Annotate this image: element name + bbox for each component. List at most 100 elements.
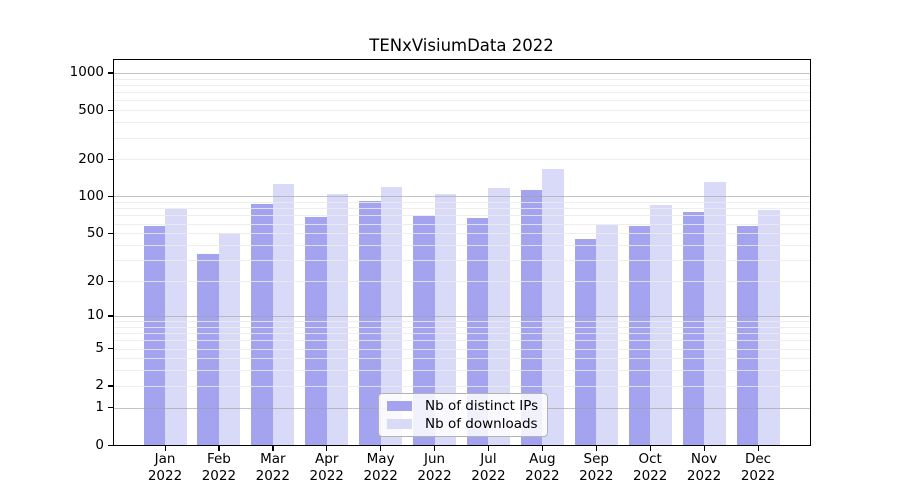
legend-item-distinct-ips: Nb of distinct IPs — [387, 398, 547, 414]
minor-gridline-900 — [113, 78, 810, 80]
x-tick-year: 2022 — [255, 467, 290, 484]
x-tick-mark-feb — [218, 446, 220, 451]
bar-oct-ips — [628, 226, 651, 445]
x-tick-mark-jun — [434, 446, 436, 451]
chart-title: TENxVisiumData 2022 — [369, 36, 554, 55]
x-tick-label-aug: Aug 2022 — [514, 451, 570, 484]
x-tick-month: Apr — [315, 451, 339, 467]
minor-gridline-200 — [113, 159, 810, 161]
x-tick-month: Mar — [260, 451, 286, 467]
bar-feb-downloads — [218, 233, 241, 445]
y-tick-mark-10 — [108, 315, 113, 317]
x-tick-month: Feb — [206, 451, 231, 467]
x-tick-month: Jan — [154, 451, 176, 467]
x-tick-month: May — [366, 451, 395, 467]
bar-mar-downloads — [272, 184, 295, 445]
bar-may-ips — [359, 200, 381, 445]
x-tick-year: 2022 — [363, 467, 398, 484]
y-tick-label-20: 20 — [86, 272, 104, 289]
y-tick-label-10: 10 — [86, 307, 104, 324]
minor-gridline-700 — [113, 92, 810, 94]
legend-swatch-distinct-ips — [387, 400, 412, 412]
bar-aug-ips — [520, 189, 543, 445]
x-tick-label-feb: Feb 2022 — [191, 451, 247, 484]
x-tick-month: Aug — [529, 451, 556, 467]
minor-gridline-9 — [113, 321, 810, 322]
x-tick-year: 2022 — [686, 467, 722, 484]
x-tick-label-dec: Dec 2022 — [730, 451, 786, 484]
y-tick-label-1000: 1000 — [69, 64, 104, 81]
minor-gridline-40 — [113, 245, 810, 246]
minor-gridline-90 — [113, 202, 810, 204]
x-tick-mark-aug — [541, 446, 544, 451]
bar-jun-ips — [413, 216, 435, 445]
minor-gridline-800 — [113, 84, 810, 86]
x-tick-month: Nov — [690, 451, 718, 467]
x-tick-mark-sep — [595, 446, 597, 451]
x-tick-year: 2022 — [417, 467, 452, 484]
x-tick-label-jan: Jan 2022 — [137, 451, 193, 484]
y-tick-mark-0 — [108, 444, 113, 446]
minor-gridline-50 — [113, 233, 810, 235]
minor-gridline-30 — [113, 260, 810, 262]
minor-gridline-20 — [113, 281, 810, 283]
y-tick-label-100: 100 — [78, 187, 104, 204]
bar-jun-downloads — [434, 194, 457, 445]
bar-sep-downloads — [596, 225, 618, 445]
minor-gridline-7 — [113, 333, 810, 335]
x-tick-mark-may — [380, 446, 382, 451]
x-tick-label-jun: Jun 2022 — [407, 451, 463, 484]
minor-gridline-5 — [113, 348, 810, 350]
x-tick-year: 2022 — [471, 467, 506, 484]
bar-aug-downloads — [542, 169, 564, 445]
legend-label: Nb of downloads — [425, 416, 538, 432]
x-tick-mark-jul — [487, 446, 490, 451]
x-tick-label-mar: Mar 2022 — [245, 451, 301, 484]
x-tick-year: 2022 — [632, 467, 668, 484]
bar-apr-downloads — [326, 194, 349, 445]
x-tick-year: 2022 — [579, 467, 614, 484]
legend: Nb of distinct IPs Nb of downloads — [378, 393, 548, 437]
y-tick-label-500: 500 — [78, 101, 104, 118]
major-gridline-100 — [113, 196, 810, 198]
x-tick-mark-jan — [164, 446, 166, 451]
bar-apr-ips — [305, 216, 327, 445]
minor-gridline-600 — [113, 100, 810, 102]
x-tick-mark-nov — [703, 446, 705, 451]
x-tick-month: Jul — [480, 451, 497, 467]
minor-gridline-80 — [113, 208, 810, 210]
y-tick-mark-50 — [108, 232, 113, 234]
x-tick-year: 2022 — [147, 467, 183, 484]
bar-nov-downloads — [704, 182, 726, 445]
legend-label: Nb of distinct IPs — [425, 398, 539, 414]
minor-gridline-70 — [113, 215, 810, 217]
minor-gridline-3 — [113, 370, 810, 372]
minor-gridline-300 — [113, 137, 810, 139]
x-tick-label-may: May 2022 — [353, 451, 409, 484]
y-tick-mark-200 — [108, 158, 113, 161]
x-tick-label-oct: Oct 2022 — [622, 451, 678, 484]
y-tick-mark-100 — [108, 195, 113, 198]
x-tick-label-sep: Sep 2022 — [568, 451, 624, 484]
x-tick-mark-mar — [272, 446, 274, 451]
x-tick-month: Dec — [744, 451, 772, 467]
minor-gridline-8 — [113, 326, 810, 328]
major-gridline-10 — [113, 315, 810, 317]
x-tick-year: 2022 — [740, 467, 776, 484]
minor-gridline-500 — [113, 110, 810, 112]
y-tick-label-1: 1 — [95, 399, 104, 416]
x-tick-mark-dec — [757, 446, 759, 451]
y-tick-mark-500 — [108, 109, 113, 111]
y-tick-mark-2 — [108, 385, 113, 387]
major-gridline-1000 — [113, 72, 810, 74]
minor-gridline-6 — [113, 340, 810, 342]
minor-gridline-2 — [113, 385, 810, 387]
y-tick-mark-20 — [108, 280, 113, 282]
legend-item-downloads: Nb of downloads — [387, 416, 547, 432]
y-tick-label-0: 0 — [95, 436, 104, 453]
minor-gridline-400 — [113, 122, 810, 124]
y-tick-label-5: 5 — [95, 340, 104, 356]
y-tick-mark-5 — [108, 348, 113, 350]
x-tick-label-apr: Apr 2022 — [299, 451, 355, 484]
